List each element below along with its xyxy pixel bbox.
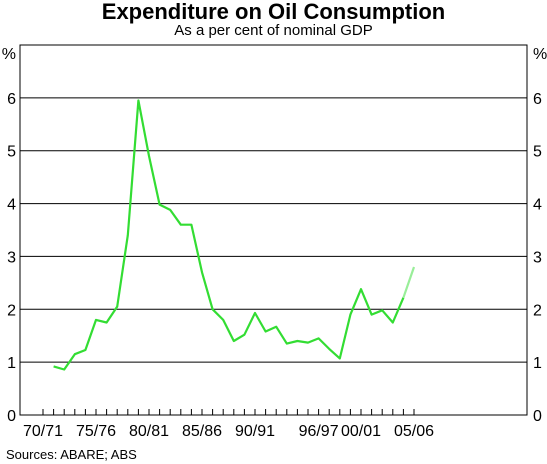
- y-unit-label-right: %: [533, 46, 547, 63]
- x-tick-label: 00/01: [341, 423, 381, 440]
- y-tick-label-left: 2: [7, 302, 16, 319]
- y-tick-label-right: 4: [533, 197, 542, 214]
- x-tick-label: 70/71: [23, 423, 63, 440]
- y-tick-label-left: 3: [7, 249, 16, 266]
- y-tick-label-left: 1: [7, 355, 16, 372]
- x-tick-label: 05/06: [394, 423, 434, 440]
- x-tick-label: 85/86: [182, 423, 222, 440]
- y-unit-label-left: %: [2, 46, 16, 63]
- y-tick-label-left: 6: [7, 91, 16, 108]
- plot-frame: [19, 44, 528, 416]
- y-tick-label-right: 6: [533, 91, 542, 108]
- y-tick-label-right: 5: [533, 144, 542, 161]
- series-line-estimate: [402, 266, 416, 299]
- y-tick-label-left: 0: [7, 408, 16, 425]
- source-note: Sources: ABARE; ABS: [6, 447, 137, 462]
- x-tick-label: 90/91: [235, 423, 275, 440]
- y-tick-label-left: 5: [7, 144, 16, 161]
- x-tick-label: 80/81: [129, 423, 169, 440]
- y-tick-label-right: 0: [533, 408, 542, 425]
- y-tick-label-right: 1: [533, 355, 542, 372]
- series-line: [53, 99, 405, 371]
- y-tick-label-right: 2: [533, 302, 542, 319]
- chart-subtitle: As a per cent of nominal GDP: [174, 22, 373, 39]
- x-tick-label: 75/76: [76, 423, 116, 440]
- y-tick-label-right: 3: [533, 249, 542, 266]
- x-tick-label: 96/97: [299, 423, 339, 440]
- y-tick-label-left: 4: [7, 197, 16, 214]
- chart-title: Expenditure on Oil Consumption: [101, 0, 446, 24]
